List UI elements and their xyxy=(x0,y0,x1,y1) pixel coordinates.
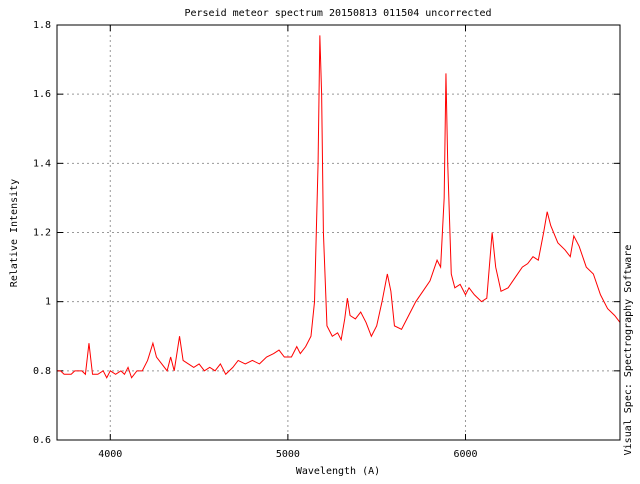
spectrum-line xyxy=(57,35,621,379)
y-tick-label: 0.6 xyxy=(33,435,51,446)
y-tick-label: 1.6 xyxy=(33,89,51,100)
side-note: Visual Spec: Spectrography Software xyxy=(623,245,634,456)
y-tick-label: 1 xyxy=(45,297,51,308)
y-tick-label: 1.4 xyxy=(33,158,51,169)
x-tick-label: 6000 xyxy=(453,449,477,460)
y-tick-label: 0.8 xyxy=(33,366,51,377)
x-axis-label: Wavelength (A) xyxy=(296,466,380,477)
x-tick-label: 4000 xyxy=(98,449,122,460)
x-tick-label: 5000 xyxy=(276,449,300,460)
y-tick-label: 1.8 xyxy=(33,20,51,31)
y-axis-label: Relative Intensity xyxy=(9,179,20,287)
chart-title: Perseid meteor spectrum 20150813 011504 … xyxy=(184,8,491,19)
y-tick-label: 1.2 xyxy=(33,228,51,239)
plot-frame xyxy=(56,24,621,441)
